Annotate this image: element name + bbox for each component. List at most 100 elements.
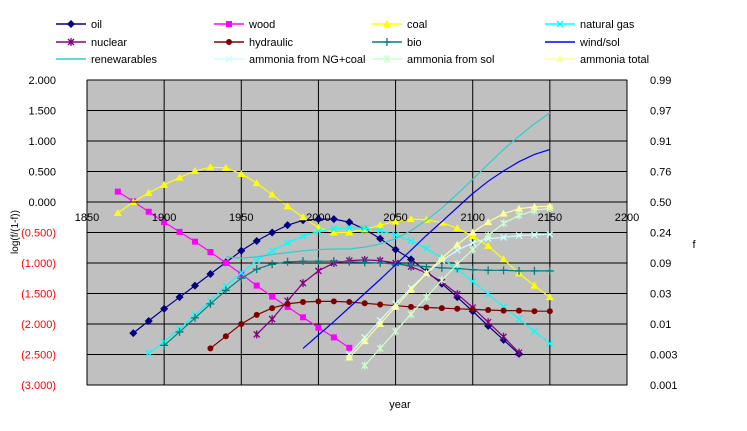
x-tick-label: 1950: [229, 212, 253, 224]
data-point: [407, 255, 415, 264]
legend-marker: [556, 55, 564, 62]
data-point: [315, 298, 322, 305]
legend-label: wood: [248, 19, 275, 31]
data-point: [329, 215, 338, 224]
series-line: [132, 218, 520, 355]
data-point: [315, 324, 322, 331]
data-point: [268, 190, 277, 198]
data-point: [221, 163, 230, 171]
data-point: [468, 228, 477, 236]
y2-tick-label: 0.01: [650, 319, 671, 331]
data-point: [268, 260, 277, 269]
data-point: [175, 293, 184, 302]
data-point: [546, 308, 553, 315]
data-point: [284, 300, 291, 307]
data-point: [345, 228, 354, 236]
series-hydraulic: [207, 298, 553, 352]
data-point: [346, 299, 353, 306]
data-point: [314, 257, 323, 266]
data-point: [237, 274, 246, 283]
data-point: [269, 305, 276, 312]
series-ammonia-total: [345, 202, 554, 361]
data-point: [299, 213, 307, 221]
data-point: [515, 232, 523, 240]
legend-item: bio: [372, 37, 422, 49]
y-tick-label: (1.000): [21, 258, 56, 270]
data-point: [283, 257, 292, 266]
data-point: [237, 169, 246, 177]
data-point: [484, 266, 493, 275]
data-point: [391, 245, 400, 254]
data-point: [284, 303, 291, 310]
data-point: [329, 228, 338, 236]
data-point: [500, 219, 508, 228]
data-point: [237, 246, 246, 255]
data-point: [345, 224, 353, 232]
series-ammonia-from-ng-coal: [345, 230, 554, 358]
data-point: [516, 307, 522, 314]
data-point: [453, 246, 461, 254]
data-point: [206, 299, 215, 308]
data-point: [144, 188, 153, 196]
data-point: [361, 361, 369, 370]
y2-tick-label: 0.09: [650, 258, 671, 270]
data-point: [252, 179, 261, 187]
data-point: [484, 290, 492, 298]
data-point: [422, 269, 431, 277]
data-point: [330, 298, 337, 305]
y-tick-label: 1.000: [28, 136, 56, 148]
series-renewarables: [225, 112, 551, 259]
data-point: [207, 249, 214, 256]
data-point: [391, 217, 400, 225]
data-point: [284, 239, 292, 247]
data-point: [330, 334, 337, 341]
data-point: [330, 225, 338, 233]
legend-label: hydraulic: [249, 37, 294, 49]
data-point: [484, 231, 492, 240]
data-point: [253, 282, 260, 289]
data-point: [453, 224, 462, 232]
data-point: [545, 266, 554, 275]
y-axis-label: log(f/(1-f)): [10, 210, 21, 254]
data-point: [160, 341, 169, 350]
legend-item: ammonia from NG+coal: [214, 54, 365, 66]
series-line: [117, 191, 350, 349]
data-point: [530, 281, 539, 289]
data-point: [468, 232, 477, 240]
y-tick-label: 0.500: [28, 167, 56, 179]
y-tick-label: 1.500: [28, 106, 56, 118]
data-point: [407, 237, 415, 245]
y2-tick-label: 0.50: [650, 197, 671, 209]
legend-item: ammonia from sol: [372, 54, 494, 66]
data-point: [360, 337, 369, 345]
data-point: [407, 261, 415, 270]
legend-marker: [67, 38, 75, 46]
y-tick-label: (1.500): [21, 289, 56, 301]
data-point: [345, 353, 354, 361]
data-point: [253, 257, 261, 265]
data-point: [407, 285, 415, 293]
legend-label: oil: [91, 19, 102, 31]
legend-item: wood: [214, 19, 275, 31]
y2-tick-label: 0.03: [650, 289, 671, 301]
data-point: [176, 228, 183, 235]
data-point: [377, 301, 384, 308]
data-point: [268, 228, 277, 237]
legend-item: renewarables: [56, 54, 158, 66]
legend-label: ammonia from NG+coal: [249, 54, 365, 66]
legend-label: bio: [407, 37, 422, 49]
legend: oil wood coal natural gas nuclear hydraulic bi…: [56, 19, 649, 66]
data-point: [499, 266, 508, 275]
data-point: [530, 202, 539, 210]
data-point: [515, 348, 523, 357]
data-point: [299, 257, 307, 266]
legend-item: hydraulic: [214, 37, 294, 49]
legend-label: nuclear: [91, 37, 127, 49]
data-point: [500, 233, 508, 241]
data-point: [161, 219, 168, 226]
data-point: [113, 208, 122, 216]
data-point: [391, 302, 400, 310]
series-layer: [113, 112, 554, 370]
